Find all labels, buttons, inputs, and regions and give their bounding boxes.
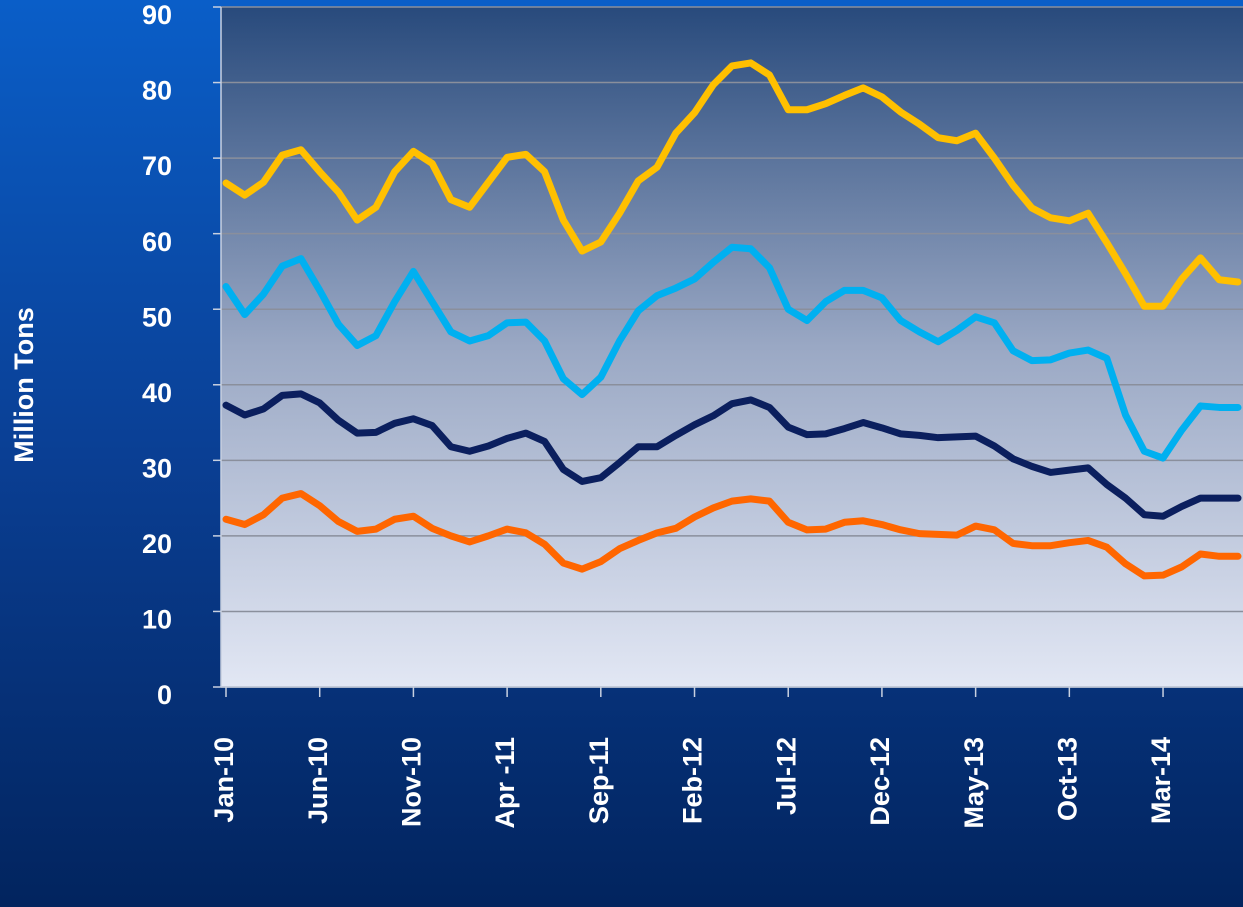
series-line: [222, 390, 1242, 520]
x-tick-label: Dec-12: [865, 737, 895, 826]
series-line: [222, 59, 1242, 310]
y-tick-label: 80: [142, 76, 172, 106]
y-tick-label: 30: [142, 453, 172, 483]
y-tick-label: 0: [157, 680, 172, 710]
y-tick-label: 10: [142, 605, 172, 635]
x-tick-label: Feb-12: [678, 737, 708, 824]
x-tick-label: Jul-12: [771, 737, 801, 815]
x-tick-label: Sep-11: [584, 737, 614, 824]
x-tick-label: Jun-10: [303, 737, 333, 824]
y-tick-label: 90: [142, 0, 172, 30]
y-tick-label: 40: [142, 378, 172, 408]
plot-area: [221, 7, 1243, 687]
y-tick-label: 50: [142, 302, 172, 332]
y-tick-label: 70: [142, 151, 172, 181]
x-tick-label: Jan-10: [209, 737, 239, 823]
x-tick-label: May-13: [959, 737, 989, 829]
y-tick-label: 60: [142, 227, 172, 257]
series-line: [222, 243, 1242, 462]
x-tick-label: Mar-14: [1146, 737, 1176, 824]
y-tick-label: 20: [142, 529, 172, 559]
x-tick-label: Nov-10: [397, 737, 427, 827]
x-tick-label: Apr -11: [490, 737, 520, 829]
plot-layer: 0 10 20 30 40 50 60 70 80 90 Jan-10 Jun-10 Nov-10 Apr…: [142, 0, 1243, 829]
series-line: [222, 490, 1242, 580]
y-axis-title: Million Tons: [9, 307, 39, 462]
x-tick-label: Oct-13: [1052, 737, 1082, 821]
